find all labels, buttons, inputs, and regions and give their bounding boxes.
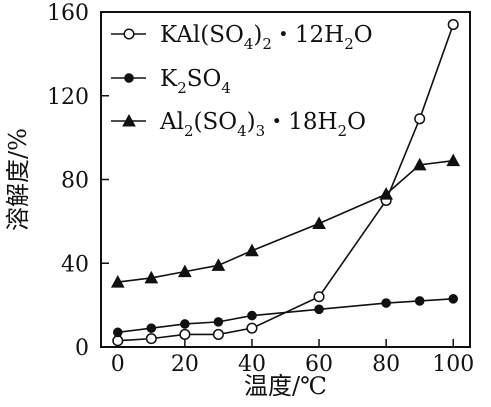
y-tick-label: 160	[47, 1, 89, 26]
data-point-1-2	[145, 333, 157, 345]
legend-label-part: 2	[177, 79, 187, 97]
legend-label-part: 2	[344, 35, 354, 53]
legend-label-part: O	[347, 109, 366, 135]
data-point-2-1	[112, 327, 123, 338]
data-point-2-7	[381, 298, 391, 308]
legend-label-part: KAl(SO	[160, 22, 244, 48]
series-3	[110, 153, 461, 288]
legend-label-part: ・18H	[265, 109, 337, 135]
data-point-3-8	[412, 157, 427, 171]
data-point-1-9	[447, 19, 459, 31]
data-point-3-3	[178, 264, 192, 278]
plot-frame	[100, 11, 471, 348]
plot-border	[100, 11, 471, 348]
y-axis-title: 溶解度/%	[4, 128, 32, 231]
legend-label-3: Al2(SO4)3・18H2O	[159, 109, 366, 140]
data-point-3-6	[312, 216, 326, 229]
series-line-3	[117, 159, 454, 283]
x-tick-label: 0	[111, 352, 125, 377]
legend-item-3: Al2(SO4)3・18H2O	[111, 109, 366, 140]
x-axis-title: 温度/℃	[244, 372, 327, 400]
legend-label-part: ・12H	[272, 22, 344, 48]
y-tick-label: 0	[75, 336, 89, 361]
x-tick-label: 60	[305, 352, 333, 377]
y-tick-label: 80	[61, 169, 89, 194]
data-point-3-7	[379, 187, 393, 200]
x-tick-label: 40	[238, 352, 266, 377]
legend-item-2: K2SO4	[111, 66, 231, 97]
legend-marker-2	[124, 73, 134, 83]
data-point-2-8	[414, 296, 425, 306]
data-point-1-3	[179, 328, 191, 340]
x-tick-label: 100	[432, 352, 474, 377]
y-tick-label: 120	[47, 85, 89, 110]
data-point-3-9	[446, 153, 461, 167]
data-point-1-6	[313, 291, 325, 303]
legend-label-part: 2	[262, 35, 272, 53]
data-point-2-5	[247, 310, 257, 321]
legend-label-part: 4	[237, 122, 247, 140]
data-point-2-2	[146, 323, 157, 333]
data-point-1-4	[212, 328, 224, 340]
legend-label-part: 3	[256, 122, 266, 140]
series-layer	[110, 19, 461, 347]
legend-label-part: 2	[338, 122, 348, 140]
legend-marker-1	[123, 28, 135, 40]
legend-label-part: (SO	[194, 109, 238, 135]
legend-label-part: )	[253, 22, 262, 48]
x-tick-label: 20	[171, 352, 199, 377]
data-point-2-6	[314, 304, 324, 315]
legend-label-part: 2	[184, 122, 194, 140]
legend-label-part: Al	[159, 109, 184, 135]
legend-label-part: )	[247, 109, 256, 135]
legend-label-2: K2SO4	[160, 66, 231, 97]
legend-label-1: KAl(SO4)2・12H2O	[160, 22, 373, 53]
legend-label-part: 4	[244, 35, 254, 53]
data-point-1-8	[414, 113, 426, 125]
series-2	[112, 294, 459, 338]
x-tick-label: 80	[372, 352, 400, 377]
data-point-3-5	[245, 243, 259, 257]
data-point-3-2	[144, 270, 159, 284]
data-point-2-3	[180, 319, 190, 329]
legend-marker-3	[122, 113, 136, 127]
data-point-1-1	[112, 335, 124, 347]
legend-label-part: SO	[187, 66, 222, 92]
data-point-3-4	[211, 258, 226, 271]
legend-item-1: KAl(SO4)2・12H2O	[111, 22, 373, 53]
data-point-3-1	[110, 275, 125, 288]
ticks-layer: 0 40 80 120 160 0 20 40 60 80 100	[47, 1, 474, 377]
legend-label-part: K	[160, 66, 178, 92]
legend-label-part: O	[354, 22, 373, 48]
data-point-2-4	[213, 317, 224, 327]
series-1	[112, 19, 459, 347]
data-point-1-5	[246, 322, 258, 334]
legend-label-part: 4	[221, 79, 231, 97]
series-line-2	[117, 298, 454, 334]
y-tick-label: 40	[61, 252, 89, 277]
data-point-2-9	[448, 294, 459, 304]
